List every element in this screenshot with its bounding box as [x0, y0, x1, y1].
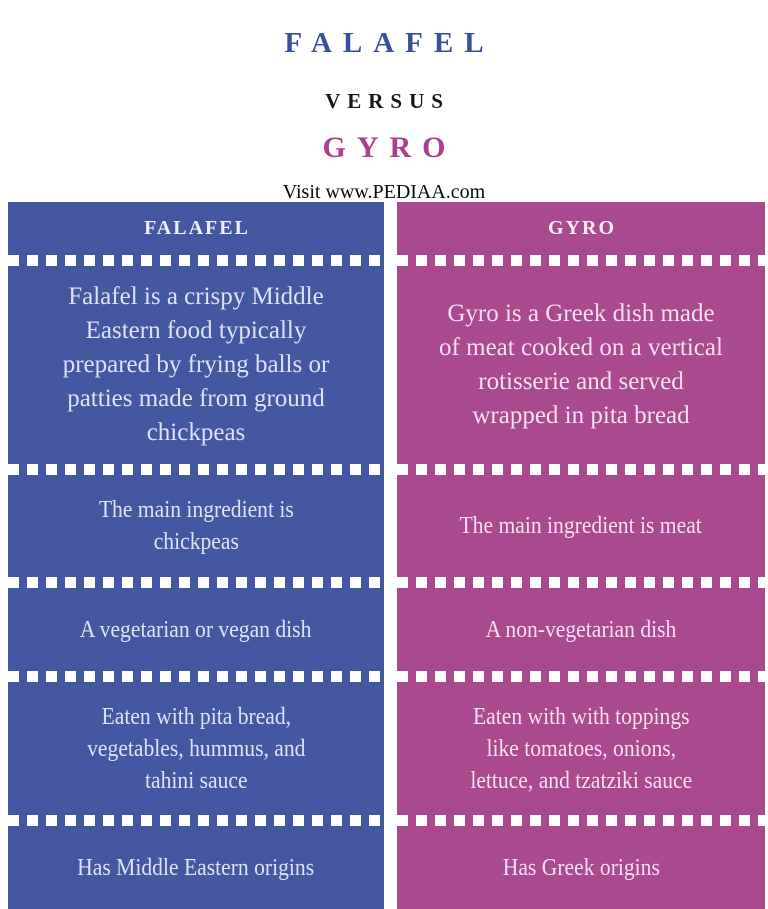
gyro-origin-cell: Has Greek origins	[397, 826, 765, 909]
dashed-divider	[397, 671, 765, 682]
falafel-origin-cell: Has Middle Eastern origins	[8, 826, 384, 909]
gyro-column-header-label: GYRO	[548, 217, 616, 239]
header: FALAFEL VERSUS GYRO Visit www.PEDIAA.com	[0, 0, 768, 203]
dashed-divider	[8, 255, 384, 266]
falafel-diet-text: A vegetarian or vegan dish	[80, 616, 312, 643]
dashed-divider-gap	[384, 464, 397, 475]
column-gap	[384, 266, 397, 464]
column-gap	[384, 475, 397, 577]
falafel-column-header: FALAFEL	[8, 202, 384, 255]
comparison-table: FALAFEL GYRO Falafel is a crispy Middle …	[8, 202, 765, 909]
column-gap	[384, 588, 397, 671]
dashed-divider	[8, 671, 384, 682]
dashed-divider	[397, 464, 765, 475]
falafel-origin-text: Has Middle Eastern origins	[77, 854, 315, 881]
dashed-divider	[8, 577, 384, 588]
falafel-ingredient-text: The main ingredient is chickpeas	[98, 497, 294, 555]
dashed-divider-gap	[384, 577, 397, 588]
column-gap	[384, 826, 397, 909]
gyro-ingredient-cell: The main ingredient is meat	[397, 475, 765, 577]
falafel-eaten-with-cell: Eaten with pita bread, vegetables, hummu…	[8, 682, 384, 815]
dashed-divider	[8, 464, 384, 475]
gyro-ingredient-text: The main ingredient is meat	[459, 513, 703, 539]
gyro-definition-cell: Gyro is a Greek dish made of meat cooked…	[397, 266, 765, 464]
gyro-definition-text: Gyro is a Greek dish made of meat cooked…	[439, 300, 723, 429]
falafel-definition-text: Falafel is a crispy Middle Eastern food …	[62, 283, 330, 446]
falafel-column-header-label: FALAFEL	[144, 217, 250, 239]
page-title-gyro: GYRO	[322, 131, 457, 164]
falafel-eaten-with-text: Eaten with pita bread, vegetables, hummu…	[86, 703, 306, 794]
dashed-divider	[397, 815, 765, 826]
gyro-diet-text: A non-vegetarian dish	[485, 616, 677, 643]
gyro-eaten-with-cell: Eaten with with toppings like tomatoes, …	[397, 682, 765, 815]
column-gap	[384, 202, 397, 255]
dashed-divider-gap	[384, 255, 397, 266]
falafel-ingredient-cell: The main ingredient is chickpeas	[8, 475, 384, 577]
page-title-falafel: FALAFEL	[284, 27, 495, 59]
gyro-column-header: GYRO	[397, 202, 765, 255]
site-note: Visit www.PEDIAA.com	[282, 181, 486, 203]
gyro-origin-text: Has Greek origins	[502, 854, 660, 881]
page-title-versus: VERSUS	[325, 89, 450, 113]
dashed-divider	[397, 255, 765, 266]
gyro-diet-cell: A non-vegetarian dish	[397, 588, 765, 671]
dashed-divider-gap	[384, 671, 397, 682]
dashed-divider	[397, 577, 765, 588]
falafel-diet-cell: A vegetarian or vegan dish	[8, 588, 384, 671]
gyro-eaten-with-text: Eaten with with toppings like tomatoes, …	[470, 703, 692, 794]
dashed-divider-gap	[384, 815, 397, 826]
column-gap	[384, 682, 397, 815]
falafel-definition-cell: Falafel is a crispy Middle Eastern food …	[8, 266, 384, 464]
dashed-divider	[8, 815, 384, 826]
